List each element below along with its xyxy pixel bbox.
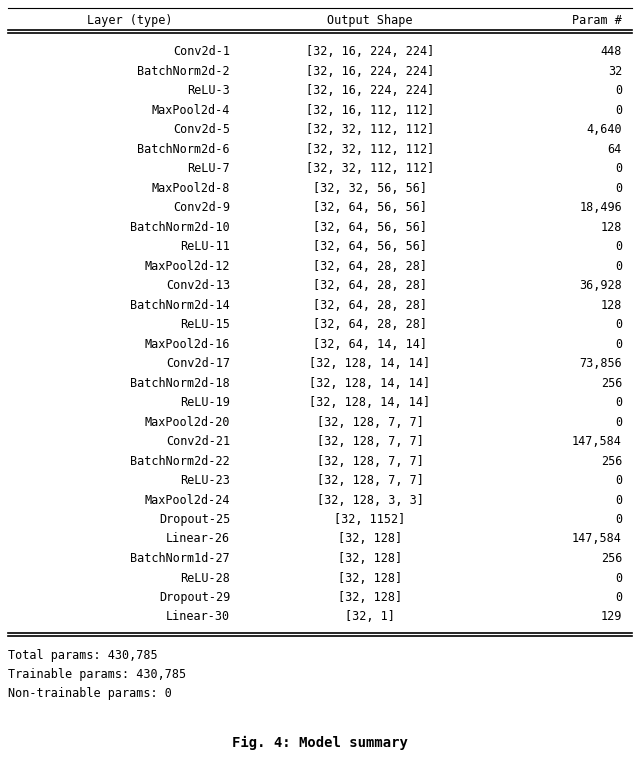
Text: 0: 0 bbox=[615, 103, 622, 116]
Text: [32, 64, 56, 56]: [32, 64, 56, 56] bbox=[313, 240, 427, 253]
Text: 0: 0 bbox=[615, 259, 622, 272]
Text: ReLU-7: ReLU-7 bbox=[188, 162, 230, 175]
Text: [32, 64, 14, 14]: [32, 64, 14, 14] bbox=[313, 337, 427, 350]
Text: Conv2d-13: Conv2d-13 bbox=[166, 279, 230, 292]
Text: 0: 0 bbox=[615, 571, 622, 584]
Text: Dropout-25: Dropout-25 bbox=[159, 513, 230, 526]
Text: ReLU-19: ReLU-19 bbox=[180, 396, 230, 409]
Text: Trainable params: 430,785: Trainable params: 430,785 bbox=[8, 668, 186, 681]
Text: 18,496: 18,496 bbox=[579, 201, 622, 214]
Text: [32, 64, 28, 28]: [32, 64, 28, 28] bbox=[313, 318, 427, 331]
Text: ReLU-15: ReLU-15 bbox=[180, 318, 230, 331]
Text: 0: 0 bbox=[615, 591, 622, 604]
Text: [32, 64, 56, 56]: [32, 64, 56, 56] bbox=[313, 201, 427, 214]
Text: Conv2d-17: Conv2d-17 bbox=[166, 357, 230, 370]
Text: [32, 128, 7, 7]: [32, 128, 7, 7] bbox=[317, 415, 424, 428]
Text: MaxPool2d-4: MaxPool2d-4 bbox=[152, 103, 230, 116]
Text: [32, 128]: [32, 128] bbox=[338, 571, 402, 584]
Text: 0: 0 bbox=[615, 474, 622, 487]
Text: 0: 0 bbox=[615, 181, 622, 194]
Text: 256: 256 bbox=[600, 454, 622, 467]
Text: [32, 128, 3, 3]: [32, 128, 3, 3] bbox=[317, 493, 424, 506]
Text: Conv2d-21: Conv2d-21 bbox=[166, 435, 230, 448]
Text: 256: 256 bbox=[600, 376, 622, 389]
Text: 0: 0 bbox=[615, 513, 622, 526]
Text: [32, 128, 7, 7]: [32, 128, 7, 7] bbox=[317, 454, 424, 467]
Text: Fig. 4: Model summary: Fig. 4: Model summary bbox=[232, 736, 408, 750]
Text: [32, 16, 224, 224]: [32, 16, 224, 224] bbox=[306, 45, 434, 58]
Text: [32, 32, 112, 112]: [32, 32, 112, 112] bbox=[306, 142, 434, 155]
Text: [32, 32, 112, 112]: [32, 32, 112, 112] bbox=[306, 123, 434, 136]
Text: 0: 0 bbox=[615, 493, 622, 506]
Text: [32, 64, 56, 56]: [32, 64, 56, 56] bbox=[313, 220, 427, 233]
Text: Linear-26: Linear-26 bbox=[166, 532, 230, 545]
Text: BatchNorm1d-27: BatchNorm1d-27 bbox=[131, 552, 230, 565]
Text: BatchNorm2d-14: BatchNorm2d-14 bbox=[131, 298, 230, 311]
Text: [32, 128, 14, 14]: [32, 128, 14, 14] bbox=[309, 376, 431, 389]
Text: MaxPool2d-20: MaxPool2d-20 bbox=[145, 415, 230, 428]
Text: [32, 1152]: [32, 1152] bbox=[334, 513, 406, 526]
Text: BatchNorm2d-10: BatchNorm2d-10 bbox=[131, 220, 230, 233]
Text: BatchNorm2d-22: BatchNorm2d-22 bbox=[131, 454, 230, 467]
Text: [32, 128]: [32, 128] bbox=[338, 552, 402, 565]
Text: 147,584: 147,584 bbox=[572, 435, 622, 448]
Text: ReLU-28: ReLU-28 bbox=[180, 571, 230, 584]
Text: MaxPool2d-16: MaxPool2d-16 bbox=[145, 337, 230, 350]
Text: MaxPool2d-24: MaxPool2d-24 bbox=[145, 493, 230, 506]
Text: Layer (type): Layer (type) bbox=[87, 14, 173, 27]
Text: Non-trainable params: 0: Non-trainable params: 0 bbox=[8, 687, 172, 700]
Text: [32, 16, 224, 224]: [32, 16, 224, 224] bbox=[306, 64, 434, 77]
Text: [32, 64, 28, 28]: [32, 64, 28, 28] bbox=[313, 298, 427, 311]
Text: [32, 64, 28, 28]: [32, 64, 28, 28] bbox=[313, 279, 427, 292]
Text: MaxPool2d-8: MaxPool2d-8 bbox=[152, 181, 230, 194]
Text: Output Shape: Output Shape bbox=[327, 14, 413, 27]
Text: 0: 0 bbox=[615, 84, 622, 97]
Text: Linear-30: Linear-30 bbox=[166, 610, 230, 623]
Text: 0: 0 bbox=[615, 337, 622, 350]
Text: 32: 32 bbox=[608, 64, 622, 77]
Text: 0: 0 bbox=[615, 318, 622, 331]
Text: [32, 128, 7, 7]: [32, 128, 7, 7] bbox=[317, 474, 424, 487]
Text: 73,856: 73,856 bbox=[579, 357, 622, 370]
Text: Param #: Param # bbox=[572, 14, 622, 27]
Text: 256: 256 bbox=[600, 552, 622, 565]
Text: 0: 0 bbox=[615, 240, 622, 253]
Text: MaxPool2d-12: MaxPool2d-12 bbox=[145, 259, 230, 272]
Text: [32, 16, 112, 112]: [32, 16, 112, 112] bbox=[306, 103, 434, 116]
Text: 0: 0 bbox=[615, 162, 622, 175]
Text: 0: 0 bbox=[615, 396, 622, 409]
Text: 129: 129 bbox=[600, 610, 622, 623]
Text: 36,928: 36,928 bbox=[579, 279, 622, 292]
Text: ReLU-11: ReLU-11 bbox=[180, 240, 230, 253]
Text: [32, 1]: [32, 1] bbox=[345, 610, 395, 623]
Text: BatchNorm2d-2: BatchNorm2d-2 bbox=[138, 64, 230, 77]
Text: 128: 128 bbox=[600, 298, 622, 311]
Text: ReLU-23: ReLU-23 bbox=[180, 474, 230, 487]
Text: [32, 32, 112, 112]: [32, 32, 112, 112] bbox=[306, 162, 434, 175]
Text: BatchNorm2d-6: BatchNorm2d-6 bbox=[138, 142, 230, 155]
Text: [32, 16, 224, 224]: [32, 16, 224, 224] bbox=[306, 84, 434, 97]
Text: Conv2d-5: Conv2d-5 bbox=[173, 123, 230, 136]
Text: Dropout-29: Dropout-29 bbox=[159, 591, 230, 604]
Text: 147,584: 147,584 bbox=[572, 532, 622, 545]
Text: ReLU-3: ReLU-3 bbox=[188, 84, 230, 97]
Text: 0: 0 bbox=[615, 415, 622, 428]
Text: [32, 32, 56, 56]: [32, 32, 56, 56] bbox=[313, 181, 427, 194]
Text: 4,640: 4,640 bbox=[586, 123, 622, 136]
Text: 448: 448 bbox=[600, 45, 622, 58]
Text: [32, 128, 14, 14]: [32, 128, 14, 14] bbox=[309, 357, 431, 370]
Text: 128: 128 bbox=[600, 220, 622, 233]
Text: [32, 128, 14, 14]: [32, 128, 14, 14] bbox=[309, 396, 431, 409]
Text: BatchNorm2d-18: BatchNorm2d-18 bbox=[131, 376, 230, 389]
Text: 64: 64 bbox=[608, 142, 622, 155]
Text: [32, 64, 28, 28]: [32, 64, 28, 28] bbox=[313, 259, 427, 272]
Text: [32, 128]: [32, 128] bbox=[338, 591, 402, 604]
Text: Total params: 430,785: Total params: 430,785 bbox=[8, 649, 157, 662]
Text: Conv2d-9: Conv2d-9 bbox=[173, 201, 230, 214]
Text: [32, 128]: [32, 128] bbox=[338, 532, 402, 545]
Text: [32, 128, 7, 7]: [32, 128, 7, 7] bbox=[317, 435, 424, 448]
Text: Conv2d-1: Conv2d-1 bbox=[173, 45, 230, 58]
